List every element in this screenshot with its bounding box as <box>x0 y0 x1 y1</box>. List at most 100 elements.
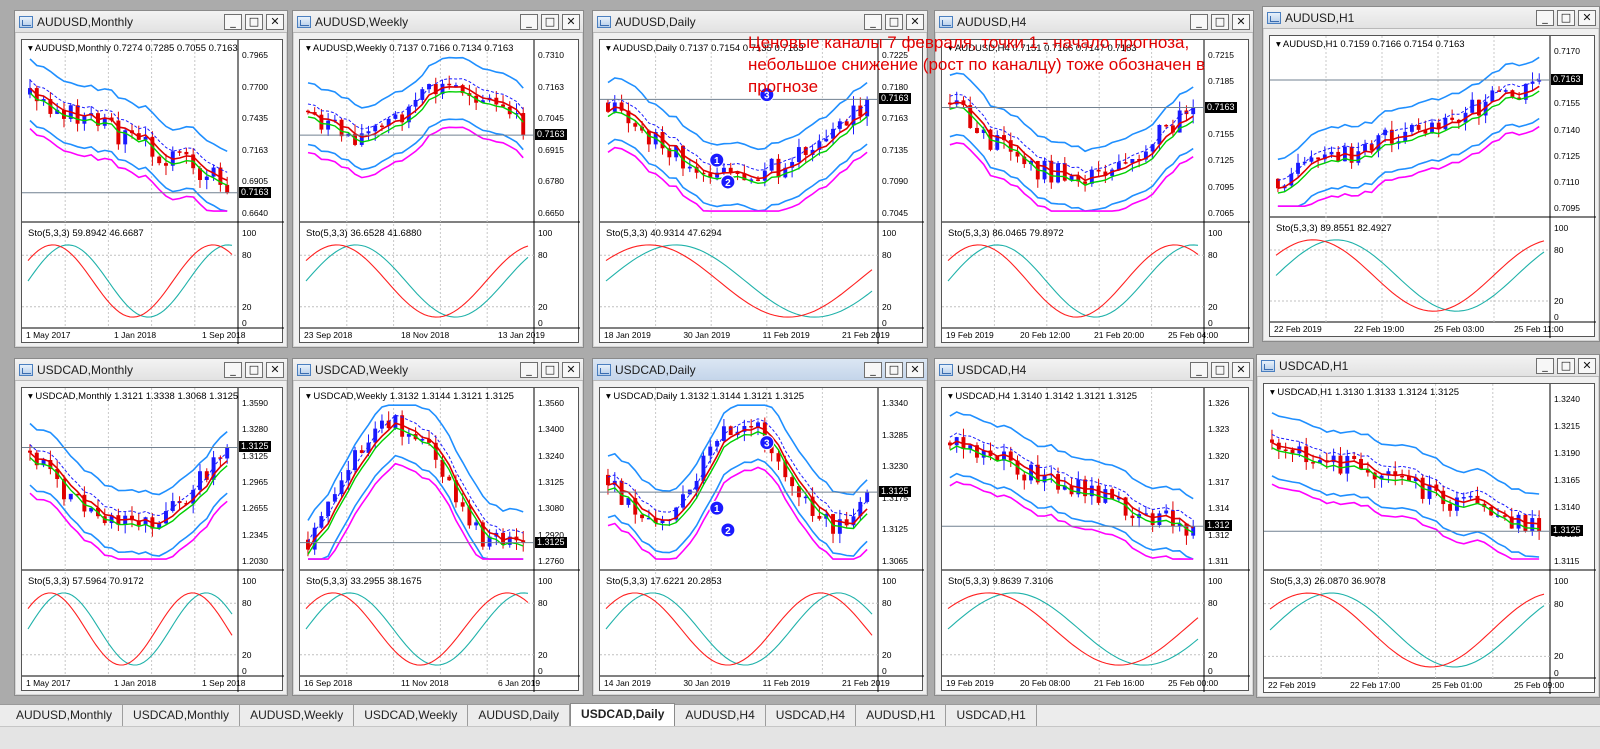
candle-body <box>1076 176 1081 182</box>
candle-body <box>1290 449 1295 454</box>
chart-window[interactable]: USDCAD,Monthly _ □ ✕ ▾ USDCAD,Monthly 1.3… <box>14 358 288 696</box>
price-axis-label: 0.6905 <box>242 176 268 187</box>
time-axis-label: 30 Jan 2019 <box>683 330 731 340</box>
window-titlebar[interactable]: AUDUSD,Weekly _ □ ✕ <box>293 11 583 33</box>
minimize-button[interactable]: _ <box>520 13 538 30</box>
price-axis-label: 0.7310 <box>538 50 564 60</box>
close-button[interactable]: ✕ <box>266 361 284 378</box>
candle-body <box>447 476 452 481</box>
close-button[interactable]: ✕ <box>562 13 580 30</box>
chart-window[interactable]: AUDUSD,Weekly _ □ ✕ ▾ AUDUSD,Weekly 0.713… <box>292 10 584 348</box>
chart-area[interactable]: ▾ AUDUSD,Weekly 0.7137 0.7166 0.7134 0.7… <box>299 39 580 344</box>
candle-body <box>143 517 148 526</box>
candle-body <box>728 167 733 173</box>
stoch-signal-line <box>1269 592 1545 668</box>
chart-area[interactable]: ▾ USDCAD,H4 1.3140 1.3142 1.3121 1.3125 1… <box>941 387 1250 692</box>
maximize-button[interactable]: □ <box>1211 361 1229 378</box>
candle-body <box>1042 160 1047 180</box>
candle-body <box>1062 485 1067 490</box>
chart-area[interactable]: ▾ USDCAD,Weekly 1.3132 1.3144 1.3121 1.3… <box>299 387 580 692</box>
chart-tab[interactable]: AUDUSD,Daily <box>468 705 571 726</box>
chart-tab[interactable]: USDCAD,Daily <box>570 703 676 726</box>
chart-tab[interactable]: USDCAD,H4 <box>766 705 857 726</box>
chart-area[interactable]: 1 2 3 ▾ USDCAD,Daily 1.3132 1.3144 1.3121 1… <box>599 387 924 692</box>
price-axis-label: 1.3125 <box>538 477 564 487</box>
maximize-button[interactable]: □ <box>885 361 903 378</box>
chart-tab[interactable]: AUDUSD,Weekly <box>240 705 355 726</box>
close-button[interactable]: ✕ <box>1232 361 1250 378</box>
close-button[interactable]: ✕ <box>266 13 284 30</box>
chart-window[interactable]: AUDUSD,Daily _ □ ✕ 1 2 3 ▾ AUDUSD,Daily 0.71… <box>592 10 928 348</box>
maximize-button[interactable]: □ <box>541 361 559 378</box>
window-titlebar[interactable]: USDCAD,H1 _ □ ✕ <box>1257 355 1599 377</box>
window-titlebar[interactable]: USDCAD,Daily _ □ ✕ <box>593 359 927 381</box>
chart-area[interactable]: 1 2 3 ▾ AUDUSD,Daily 0.7137 0.7154 0.7135 0… <box>599 39 924 344</box>
chart-area[interactable]: ▾ USDCAD,H1 1.3130 1.3133 1.3124 1.3125 1… <box>1263 383 1596 694</box>
close-button[interactable]: ✕ <box>906 361 924 378</box>
minimize-button[interactable]: _ <box>1190 13 1208 30</box>
close-button[interactable]: ✕ <box>1232 13 1250 30</box>
price-axis-label: 1.3285 <box>882 429 908 440</box>
minimize-button[interactable]: _ <box>864 13 882 30</box>
chart-tab[interactable]: USDCAD,Weekly <box>354 705 469 726</box>
chart-window[interactable]: USDCAD,H4 _ □ ✕ ▾ USDCAD,H4 1.3140 1.3142… <box>934 358 1254 696</box>
chart-tab[interactable]: AUDUSD,Monthly <box>6 705 124 726</box>
minimize-button[interactable]: _ <box>1190 361 1208 378</box>
maximize-button[interactable]: □ <box>1557 9 1575 26</box>
current-price-label: 1.3125 <box>1551 525 1583 537</box>
chart-tab[interactable]: AUDUSD,H4 <box>675 705 766 726</box>
maximize-button[interactable]: □ <box>1557 357 1575 374</box>
window-titlebar[interactable]: AUDUSD,H4 _ □ ✕ <box>935 11 1253 33</box>
chart-tab[interactable]: AUDUSD,H1 <box>856 705 947 726</box>
candle-body <box>211 167 216 177</box>
maximize-button[interactable]: □ <box>885 13 903 30</box>
stoch-signal-line <box>947 244 1199 318</box>
maximize-button[interactable]: □ <box>245 361 263 378</box>
chart-window[interactable]: USDCAD,Daily _ □ ✕ 1 2 3 ▾ USDCAD,Daily 1.31… <box>592 358 928 696</box>
candle-body <box>218 167 223 185</box>
candle-body <box>1116 162 1121 170</box>
chart-window[interactable]: USDCAD,H1 _ □ ✕ ▾ USDCAD,H1 1.3130 1.3133… <box>1256 354 1600 698</box>
candle-body <box>715 440 720 447</box>
chart-area[interactable]: ▾ AUDUSD,Monthly 0.7274 0.7285 0.7055 0.… <box>21 39 284 344</box>
stoch-main-line <box>27 244 233 318</box>
price-axis-label: 0.7135 <box>882 144 908 155</box>
chart-window[interactable]: USDCAD,Weekly _ □ ✕ ▾ USDCAD,Weekly 1.313… <box>292 358 584 696</box>
chart-window[interactable]: AUDUSD,H1 _ □ ✕ ▾ AUDUSD,H1 0.7159 0.7166… <box>1262 6 1600 342</box>
maximize-button[interactable]: □ <box>245 13 263 30</box>
time-axis-label: 21 Feb 2019 <box>842 330 890 340</box>
maximize-button[interactable]: □ <box>541 13 559 30</box>
close-button[interactable]: ✕ <box>1578 9 1596 26</box>
window-titlebar[interactable]: AUDUSD,Daily _ □ ✕ <box>593 11 927 33</box>
chart-window[interactable]: AUDUSD,H4 _ □ ✕ ▾ AUDUSD,H4 0.7151 0.7166… <box>934 10 1254 348</box>
minimize-button[interactable]: _ <box>1536 9 1554 26</box>
candle-body <box>366 131 371 134</box>
minimize-button[interactable]: _ <box>864 361 882 378</box>
window-titlebar[interactable]: USDCAD,Weekly _ □ ✕ <box>293 359 583 381</box>
close-button[interactable]: ✕ <box>1578 357 1596 374</box>
candle-body <box>339 480 344 495</box>
stochastic-label: Sto(5,3,3) 89.8551 82.4927 <box>1276 223 1392 234</box>
maximize-button[interactable]: □ <box>1211 13 1229 30</box>
candle-body <box>1423 129 1428 134</box>
chart-area[interactable]: ▾ USDCAD,Monthly 1.3121 1.3338 1.3068 1.… <box>21 387 284 692</box>
candle-body <box>783 461 788 478</box>
chart-area[interactable]: ▾ AUDUSD,H1 0.7159 0.7166 0.7154 0.7163 0… <box>1269 35 1596 338</box>
minimize-button[interactable]: _ <box>520 361 538 378</box>
candle-body <box>460 85 465 94</box>
chart-tab[interactable]: USDCAD,Monthly <box>123 705 241 726</box>
chart-window[interactable]: AUDUSD,Monthly _ □ ✕ ▾ AUDUSD,Monthly 0.7… <box>14 10 288 348</box>
window-titlebar[interactable]: USDCAD,Monthly _ □ ✕ <box>15 359 287 381</box>
window-titlebar[interactable]: AUDUSD,Monthly _ □ ✕ <box>15 11 287 33</box>
window-titlebar[interactable]: USDCAD,H4 _ □ ✕ <box>935 359 1253 381</box>
chart-area[interactable]: ▾ AUDUSD,H4 0.7151 0.7166 0.7147 0.7163 0… <box>941 39 1250 344</box>
chart-tab[interactable]: USDCAD,H1 <box>946 705 1037 726</box>
minimize-button[interactable]: _ <box>1536 357 1554 374</box>
minimize-button[interactable]: _ <box>224 361 242 378</box>
window-titlebar[interactable]: AUDUSD,H1 _ □ ✕ <box>1263 7 1599 29</box>
close-button[interactable]: ✕ <box>906 13 924 30</box>
close-button[interactable]: ✕ <box>562 361 580 378</box>
stoch-axis-label: 0 <box>882 666 887 676</box>
price-axis-label: 1.2655 <box>242 503 268 514</box>
minimize-button[interactable]: _ <box>224 13 242 30</box>
